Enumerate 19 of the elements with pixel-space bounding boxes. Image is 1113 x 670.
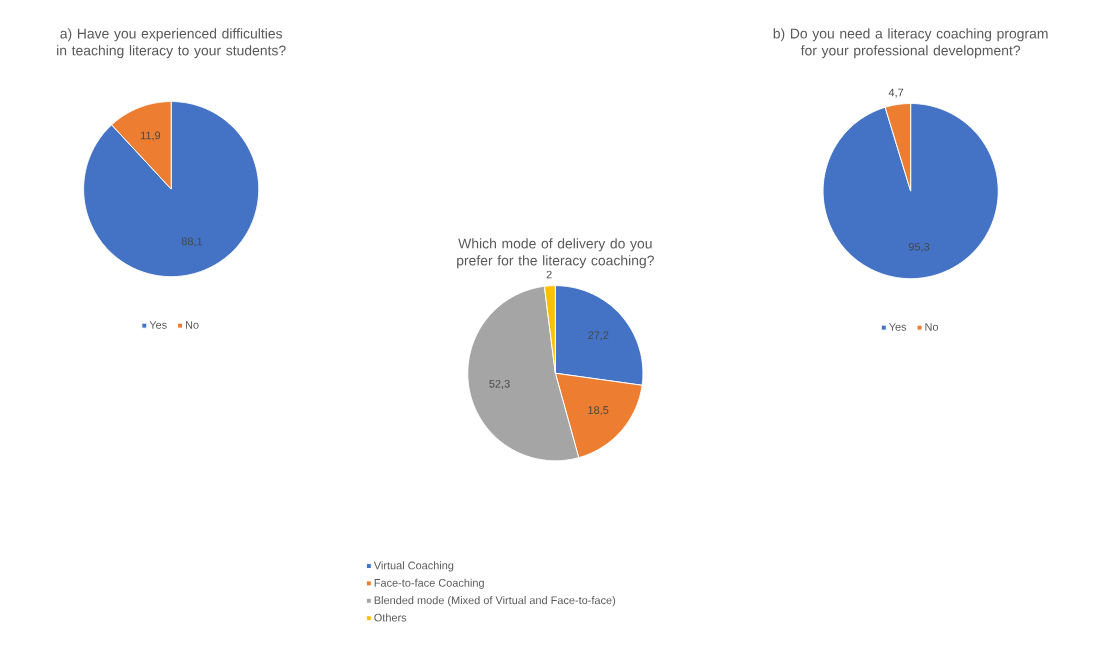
chart-title: b) Do you need a literacy coaching program for your professional development? — [773, 28, 1048, 59]
data-label: 2 — [546, 270, 552, 279]
data-label: 27,2 — [588, 331, 609, 341]
data-label: 88,1 — [181, 237, 203, 247]
data-label: 4,7 — [888, 88, 904, 98]
data-label: 11,9 — [140, 131, 161, 141]
legend-label: No — [925, 323, 939, 331]
legend-label: Yes — [149, 321, 167, 329]
legend-label: No — [185, 321, 199, 329]
legend-label: Virtual Coaching — [373, 561, 454, 572]
chart-title: Which mode of delivery do you prefer for the literacy coaching? — [457, 238, 654, 269]
data-label: 52,3 — [489, 379, 510, 390]
data-label: 95,3 — [908, 242, 930, 253]
legend-label: Face-to-face Coaching — [374, 578, 484, 589]
legend-label: Yes — [888, 323, 907, 331]
chart-title: a) Have you experienced difficulties in teaching literacy to your students? — [57, 28, 286, 59]
legend-label: Blended mode (Mixed of Virtual and Face-to-face) — [374, 596, 616, 607]
data-label: 18,5 — [588, 406, 609, 416]
legend-label: Others — [374, 613, 407, 622]
